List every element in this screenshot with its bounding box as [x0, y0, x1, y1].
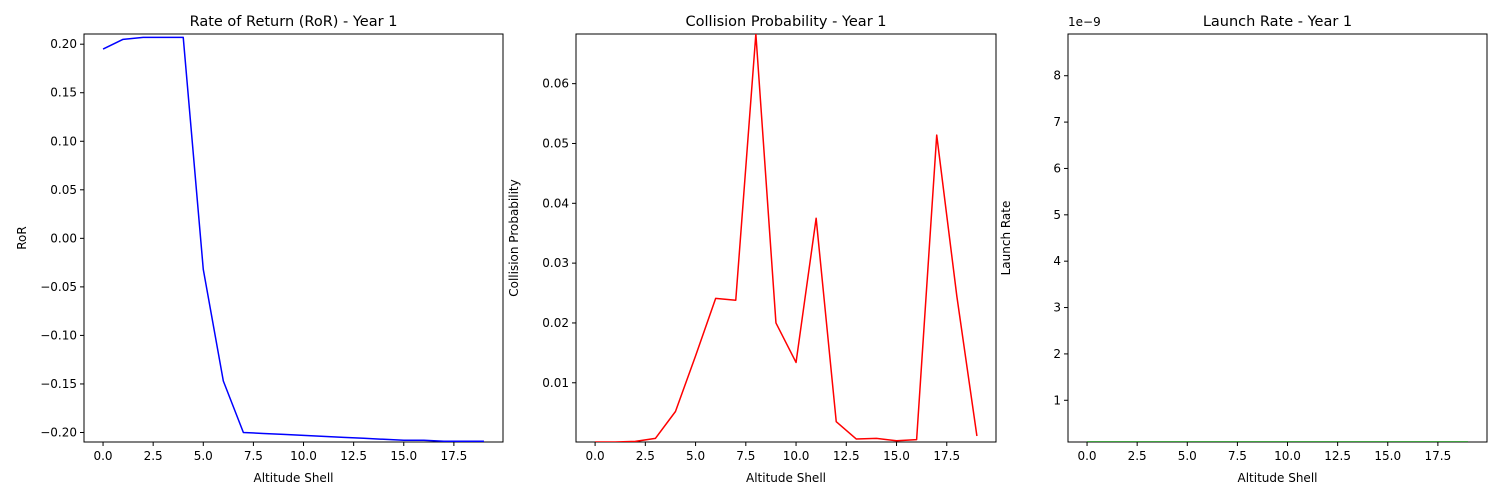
x-tick-label: 17.5	[933, 449, 960, 463]
x-tick-label: 0.0	[586, 449, 605, 463]
x-tick-label: 5.0	[686, 449, 705, 463]
y-tick-label: 0.20	[50, 37, 77, 51]
y-axis-offset-text: 1e−9	[1068, 15, 1101, 29]
y-tick-label: 2	[1053, 347, 1061, 361]
y-tick-label: 0.10	[50, 134, 77, 148]
x-axis-ticks: 0.0 2.5 5.0 7.5 10.0 12.5 15.0 17.5	[586, 442, 960, 463]
x-axis-label: Altitude Shell	[254, 471, 334, 485]
y-tick-label: 6	[1053, 161, 1061, 175]
y-tick-label: 0.06	[542, 77, 569, 91]
y-tick-label: 3	[1053, 301, 1061, 315]
subplot-launch-rate: 0.0 2.5 5.0 7.5 10.0 12.5 15.0 17.5 1 2 3 4 5 6 7 8 La…	[999, 14, 1488, 485]
y-tick-label: −0.20	[40, 425, 77, 439]
x-tick-label: 17.5	[441, 449, 468, 463]
x-tick-label: 7.5	[736, 449, 755, 463]
y-tick-label: 7	[1053, 115, 1061, 129]
y-tick-label: 0.01	[542, 376, 569, 390]
y-tick-label: 0.00	[50, 231, 77, 245]
x-tick-label: 0.0	[93, 449, 112, 463]
x-tick-label: 10.0	[290, 449, 317, 463]
x-tick-label: 15.0	[1374, 449, 1401, 463]
chart-title: Launch Rate - Year 1	[1203, 14, 1352, 30]
x-tick-label: 2.5	[144, 449, 163, 463]
y-tick-label: 0.04	[542, 196, 569, 210]
subplot-ror: 0.0 2.5 5.0 7.5 10.0 12.5 15.0 17.5 −0.20−0.15−…	[15, 14, 504, 485]
x-tick-label: 7.5	[244, 449, 263, 463]
y-tick-label: 0.05	[50, 183, 77, 197]
series-line	[595, 34, 978, 442]
chart-title: Collision Probability - Year 1	[686, 14, 887, 30]
y-tick-label: −0.05	[40, 280, 77, 294]
x-axis-label: Altitude Shell	[1238, 471, 1318, 485]
x-tick-label: 10.0	[783, 449, 810, 463]
data-series	[595, 34, 978, 442]
y-axis-label: RoR	[15, 226, 29, 249]
x-tick-label: 2.5	[636, 449, 655, 463]
x-tick-label: 15.0	[883, 449, 910, 463]
x-tick-label: 7.5	[1228, 449, 1247, 463]
y-tick-label: 5	[1053, 208, 1061, 222]
y-axis-label: Collision Probability	[507, 179, 521, 297]
y-tick-label: 0.05	[542, 136, 569, 150]
x-tick-label: 17.5	[1425, 449, 1452, 463]
x-tick-label: 12.5	[833, 449, 860, 463]
x-tick-label: 0.0	[1077, 449, 1096, 463]
x-tick-label: 12.5	[1324, 449, 1351, 463]
x-axis-ticks: 0.0 2.5 5.0 7.5 10.0 12.5 15.0 17.5	[93, 442, 467, 463]
x-tick-label: 15.0	[390, 449, 417, 463]
y-axis-ticks: −0.20 −0.15 −0.10 −0.05 0.00 0.05 0.10 0.15 0.20	[40, 37, 84, 439]
y-axis-label: Launch Rate	[999, 201, 1013, 276]
y-tick-label: 1	[1053, 393, 1061, 407]
series-line	[102, 36, 484, 442]
y-tick-label: −0.10	[40, 328, 77, 342]
y-tick-label: 0.15	[50, 86, 77, 100]
plot-frame	[575, 33, 997, 443]
y-tick-label: 8	[1053, 69, 1061, 83]
y-tick-label: 0.03	[542, 256, 569, 270]
y-axis-ticks: 0.01 0.02 0.03 0.04 0.05 0.06	[542, 77, 576, 390]
y-tick-label: 0.02	[542, 316, 569, 330]
chart-title: Rate of Return (RoR) - Year 1	[190, 14, 398, 30]
x-tick-label: 5.0	[1178, 449, 1197, 463]
x-tick-label: 10.0	[1274, 449, 1301, 463]
x-axis-ticks: 0.0 2.5 5.0 7.5 10.0 12.5 15.0 17.5	[1077, 442, 1451, 463]
x-tick-label: 2.5	[1128, 449, 1147, 463]
subplot-collision-probability: 0.0 2.5 5.0 7.5 10.0 12.5 15.0 17.5 0.010.020.0…	[507, 14, 997, 485]
x-tick-label: 5.0	[194, 449, 213, 463]
x-axis-label: Altitude Shell	[746, 471, 826, 485]
y-tick-label: −0.15	[40, 377, 77, 391]
y-tick-label: 4	[1053, 254, 1061, 268]
y-axis-ticks: 1 2 3 4 5 6 7 8	[1053, 69, 1068, 407]
x-tick-label: 12.5	[340, 449, 367, 463]
data-series	[102, 36, 484, 442]
